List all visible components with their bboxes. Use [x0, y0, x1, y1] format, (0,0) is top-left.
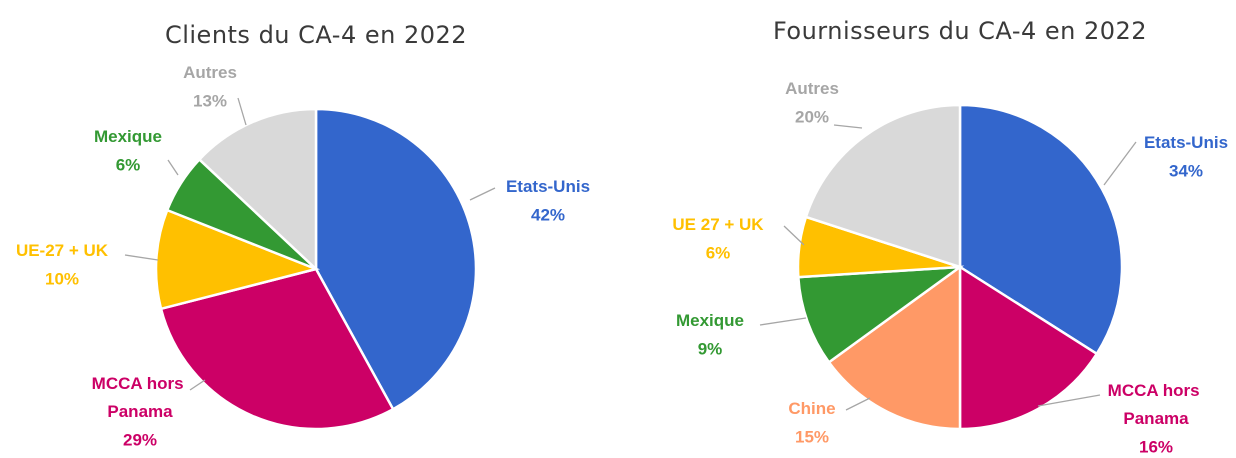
leader-line [833, 124, 863, 129]
pie-slice [827, 264, 962, 431]
leader-line [1103, 141, 1137, 186]
value-label: 42% [531, 205, 565, 224]
category-label: Chine [788, 399, 835, 418]
pie-slice [958, 264, 1099, 431]
chart-title: Clients du CA-4 en 2022 [165, 21, 467, 49]
leader-line [469, 187, 496, 201]
value-label: 16% [1139, 437, 1173, 456]
leader-line [189, 379, 206, 391]
pie-slice [159, 267, 395, 431]
pie-slice [804, 103, 962, 269]
value-label: 29% [123, 430, 157, 449]
leader-line [783, 225, 805, 246]
category-label: Autres [183, 63, 237, 82]
leader-line [759, 317, 807, 326]
category-label: Etats-Unis [506, 177, 590, 196]
leader-line [167, 159, 179, 176]
value-label: 10% [45, 269, 79, 288]
category-label: UE-27 + UK [16, 241, 109, 260]
value-label: 6% [116, 155, 141, 174]
value-label: 15% [795, 427, 829, 446]
leader-line [1037, 394, 1101, 407]
leader-line [845, 397, 871, 411]
category-label: Mexique [676, 311, 744, 330]
chart-title: Fournisseurs du CA-4 en 2022 [773, 17, 1147, 45]
category-label: MCCA hors Panama [92, 374, 189, 421]
category-label: Mexique [94, 127, 162, 146]
leader-line [237, 97, 247, 126]
category-label: MCCA hors Panama [1108, 381, 1205, 428]
value-label: 34% [1169, 161, 1203, 180]
value-label: 13% [193, 91, 227, 110]
pie-slice [314, 107, 478, 411]
pie-slice [154, 208, 321, 311]
value-label: 9% [698, 339, 723, 358]
category-label: Etats-Unis [1144, 133, 1228, 152]
value-label: 6% [706, 243, 731, 262]
value-label: 20% [795, 107, 829, 126]
pie-slice [197, 107, 318, 272]
category-label: UE 27 + UK [672, 215, 764, 234]
category-label: Autres [785, 79, 839, 98]
leader-line [124, 254, 159, 261]
pie-slice [796, 265, 965, 364]
